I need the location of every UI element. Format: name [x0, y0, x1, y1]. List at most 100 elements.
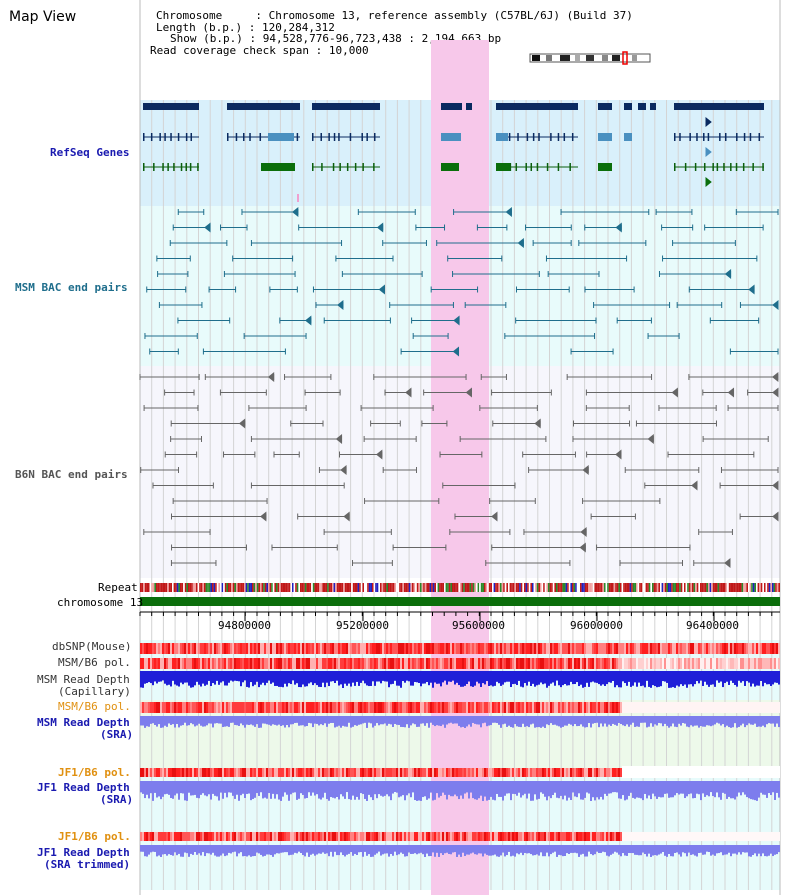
msm-b6-pol-cell [658, 658, 660, 669]
jf1-pol-cell [194, 768, 196, 777]
msm-depth-capillary-bar [726, 671, 728, 682]
jf1-pol-cell [384, 768, 386, 777]
repeat-element [775, 583, 777, 592]
msm-b6-pol-cell [706, 658, 708, 669]
jf1-depth-bar [624, 781, 626, 801]
msm-depth-sra-bar [644, 716, 646, 723]
jf1-pol-2-cell [414, 832, 416, 841]
jf1-depth-bar [406, 781, 408, 796]
msm-depth-capillary-bar [560, 671, 562, 688]
jf1-pol-cell [262, 768, 264, 777]
jf1-depth-bar [744, 781, 746, 795]
msm-b6-pol-cell [562, 658, 564, 669]
jf1-pol-2-cell [250, 832, 252, 841]
repeat-element [402, 583, 404, 592]
msm-b6-pol-cell [460, 658, 462, 669]
msm-b6-pol-cell [204, 658, 206, 669]
msm-b6-pol-cell [764, 658, 766, 669]
jf1-depth-bar [266, 781, 268, 799]
msm-b6-pol-cell [366, 658, 368, 669]
jf1-pol-2-cell [726, 832, 728, 841]
jf1-pol-2-cell [140, 832, 142, 841]
jf1-pol-2-cell [724, 832, 726, 841]
msm-depth-capillary-bar [700, 671, 702, 681]
b6n-bac-arrow [727, 387, 735, 398]
repeat-element [740, 583, 742, 592]
jf1-trimmed-depth-bar [300, 845, 302, 854]
msm-depth-capillary-bar [162, 671, 164, 681]
jf1-pol-cell [360, 768, 362, 777]
jf1-pol-2-cell [474, 832, 476, 841]
jf1-trimmed-depth-bar [150, 845, 152, 853]
msm-b6-pol-cell [608, 658, 610, 669]
jf1-pol-2-cell [446, 832, 448, 841]
jf1-pol-cell [396, 768, 398, 777]
refseq-exon [143, 163, 145, 171]
jf1-trimmed-depth-bar [494, 845, 496, 855]
jf1-depth-bar [488, 781, 490, 800]
repeat-element [476, 583, 478, 592]
jf1-pol-2-cell [298, 832, 300, 841]
dbsnp-cell [250, 643, 252, 654]
refseq-exon [689, 133, 691, 141]
jf1-pol-cell [474, 768, 476, 777]
jf1-pol-2-cell [470, 832, 472, 841]
msm-depth-sra-bar [670, 716, 672, 727]
jf1-trimmed-depth-bar [292, 845, 294, 855]
refseq-gene-bar [650, 103, 656, 110]
jf1-trimmed-depth-bar [530, 845, 532, 855]
jf1-pol-cell [424, 768, 426, 777]
repeat-element [757, 583, 760, 592]
msm-b6-pol-2-cell [474, 702, 476, 713]
repeat-element [615, 583, 617, 592]
repeat-element [556, 583, 558, 592]
msm-bac-arrow [305, 315, 312, 326]
jf1-pol-2-cell [224, 832, 226, 841]
jf1-pol-2-cell [534, 832, 536, 841]
msm-depth-capillary-bar [588, 671, 590, 687]
msm-depth-capillary-bar [398, 671, 400, 686]
repeat-element [612, 583, 614, 592]
chromosome-label: Chromosome [156, 9, 223, 22]
repeat-element [180, 583, 182, 592]
msm-depth-capillary-bar [622, 671, 624, 682]
dbsnp-cell [716, 643, 718, 654]
msm-depth-sra-bar [366, 716, 368, 728]
repeat-element [581, 583, 584, 592]
map-view-title: Map View [9, 9, 77, 25]
b6n-bac-arrow [343, 511, 350, 522]
dbsnp-cell [648, 643, 650, 654]
jf1-trimmed-depth-bar [440, 845, 442, 854]
repeat-element [776, 583, 779, 592]
msm-b6-pol-cell [638, 658, 640, 669]
jf1-pol-2-cell [732, 832, 734, 841]
dbsnp-cell [406, 643, 408, 654]
jf1-pol-cell [464, 768, 466, 777]
msm-depth-capillary-bar [710, 671, 712, 685]
refseq-gene-bar [143, 103, 199, 110]
jf1-pol-2-cell [240, 832, 242, 841]
dbsnp-cell [614, 643, 616, 654]
msm-depth-sra-bar [766, 716, 768, 725]
jf1-trimmed-depth-bar [424, 845, 426, 857]
msm-depth-sra-bar [452, 716, 454, 724]
axis-tick-label: 96000000 [570, 619, 623, 632]
jf1-pol-2-cell [660, 832, 662, 841]
repeat-element [250, 583, 252, 592]
msm-b6-pol-cell [248, 658, 250, 669]
msm-depth-sra-bar [172, 716, 174, 725]
repeat-element [170, 583, 172, 592]
dbsnp-cell [454, 643, 456, 654]
jf1-pol-cell [236, 768, 238, 777]
msm-b6-pol-cell [656, 658, 658, 669]
msm-b6-pol-cell [592, 658, 594, 669]
jf1-trimmed-depth-bar [176, 845, 178, 856]
dbsnp-cell [742, 643, 744, 654]
repeat-element [767, 583, 769, 592]
msm-depth-sra-bar [404, 716, 406, 728]
jf1-pol-2-cell [680, 832, 682, 841]
jf1-depth-bar [644, 781, 646, 794]
repeat-element [687, 583, 689, 592]
jf1-trimmed-depth-bar [700, 845, 702, 853]
